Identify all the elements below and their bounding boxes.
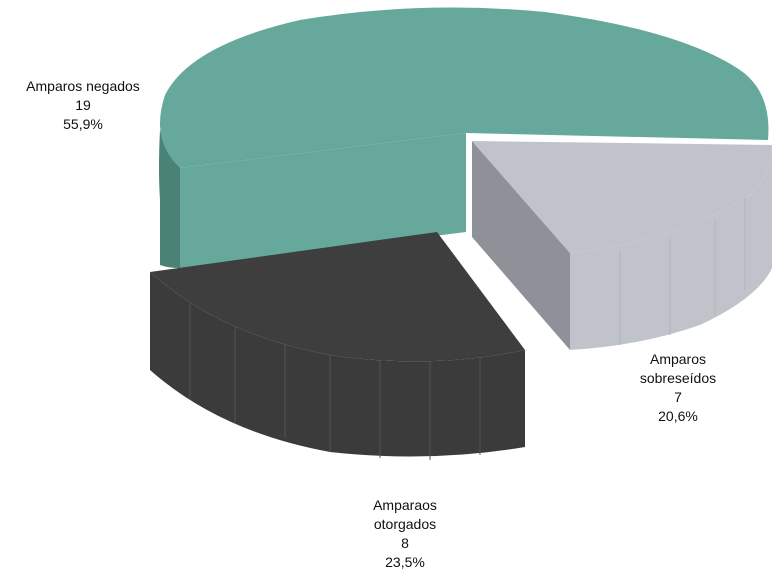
slice-otorgados-wall-lines [189, 303, 481, 460]
label-negados-name: Amparos negados [26, 78, 140, 94]
label-sobreseidos-count: 7 [674, 389, 682, 405]
label-negados-count: 19 [75, 97, 91, 113]
label-sobreseidos-name-1: Amparos [649, 351, 707, 367]
slice-amparos-sobreseidos[interactable] [472, 141, 772, 350]
slice-sobreseidos-wall-lines [619, 198, 746, 345]
label-otorgados-percent: 23,5% [385, 554, 425, 570]
slice-sobreseidos-inner-side [472, 141, 570, 350]
label-amparos-sobreseidos: Amparos sobreseídos 7 20,6% [593, 350, 763, 426]
slice-amparaos-otorgados[interactable] [150, 232, 525, 460]
slice-otorgados-top [150, 232, 525, 362]
slice-sobreseidos-top [472, 141, 772, 253]
label-otorgados-name-2: otorgados [373, 516, 437, 532]
slice-negados-top [160, 7, 769, 168]
label-otorgados-count: 8 [401, 535, 409, 551]
label-otorgados-name-1: Amparaos [373, 497, 437, 513]
label-amparaos-otorgados: Amparaos otorgados 8 23,5% [320, 496, 490, 572]
slice-negados-outer-side [159, 130, 180, 268]
slice-negados-front-side [180, 133, 466, 268]
label-sobreseidos-percent: 20,6% [658, 408, 698, 424]
label-amparos-negados: Amparos negados 19 55,9% [0, 77, 168, 134]
label-sobreseidos-name-2: sobreseídos [639, 370, 717, 386]
slice-otorgados-outer-side [150, 272, 525, 457]
label-negados-percent: 55,9% [63, 116, 103, 132]
slice-amparos-negados[interactable] [159, 7, 769, 269]
